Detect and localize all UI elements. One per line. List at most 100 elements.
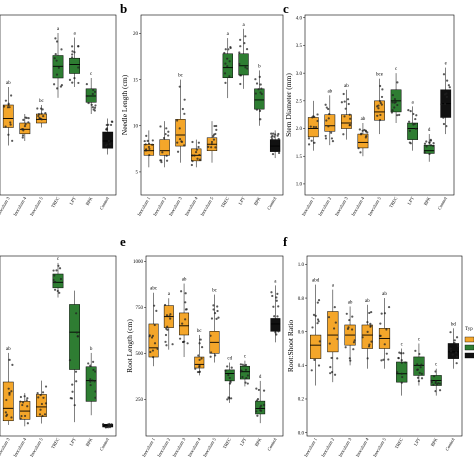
data-point [443, 93, 447, 96]
data-point [456, 345, 460, 348]
data-point [166, 325, 169, 328]
data-point [324, 103, 327, 106]
data-point [378, 99, 382, 103]
data-point [180, 290, 183, 293]
data-point [52, 83, 56, 86]
data-point [246, 382, 249, 385]
x-tick-label: BPK [423, 195, 432, 206]
data-point [107, 123, 110, 126]
data-point [277, 137, 280, 141]
data-point [198, 153, 201, 157]
x-tick-label: Inoculum 1 [303, 436, 318, 457]
data-point [273, 315, 276, 318]
data-point [214, 354, 217, 357]
box-body [310, 334, 322, 359]
data-point [277, 330, 280, 333]
data-point [159, 159, 162, 162]
x-tick-label: Inoculum 1 [136, 195, 151, 216]
data-point [57, 66, 60, 69]
data-point [228, 75, 231, 78]
x-tick-label: TREC [50, 196, 60, 209]
data-point [215, 317, 218, 321]
data-point [193, 154, 196, 157]
data-point [357, 147, 360, 150]
data-point [10, 390, 13, 393]
data-point [369, 322, 372, 325]
data-point [393, 97, 397, 101]
box-bpk: c [85, 72, 97, 114]
data-point [328, 342, 331, 345]
y-tick-label: 0.0 [298, 431, 305, 436]
data-point [92, 368, 95, 372]
data-point [108, 143, 111, 146]
data-point [383, 312, 387, 315]
data-point [275, 299, 278, 302]
data-point [329, 372, 332, 375]
data-point [94, 390, 97, 393]
data-point [198, 158, 202, 161]
data-point [440, 103, 443, 106]
data-point [77, 66, 80, 69]
data-point [380, 359, 383, 362]
data-point [195, 148, 198, 151]
box-inoculum-5 [36, 380, 48, 424]
data-point [148, 147, 151, 151]
significance-label: a [411, 100, 414, 105]
data-point [4, 411, 7, 414]
data-point [382, 358, 385, 361]
data-point [87, 362, 90, 365]
data-point [420, 363, 423, 366]
significance-label: c [435, 363, 438, 368]
data-point [160, 161, 163, 164]
data-point [241, 363, 244, 366]
significance-label: ab [361, 117, 366, 122]
data-point [376, 114, 379, 117]
data-point [238, 62, 241, 66]
box-inoculum-3: ab [2, 347, 14, 425]
data-point [239, 74, 242, 77]
data-point [36, 107, 39, 110]
data-point [317, 320, 320, 323]
data-point [40, 402, 44, 406]
data-point [155, 309, 158, 312]
data-point [89, 380, 92, 383]
data-point [9, 121, 12, 124]
data-point [74, 370, 78, 373]
data-point [89, 378, 92, 381]
data-point [20, 414, 23, 418]
data-point [19, 400, 22, 403]
data-point [183, 144, 186, 147]
x-tick-label: Inoculum 5 [29, 436, 44, 457]
box-body [69, 304, 80, 370]
data-point [41, 391, 45, 394]
data-point [153, 323, 156, 327]
data-point [344, 346, 347, 349]
data-point [428, 152, 431, 156]
data-point [316, 322, 319, 325]
data-point [348, 357, 351, 360]
data-point [183, 112, 186, 115]
data-point [94, 396, 97, 399]
data-point [71, 390, 74, 393]
data-point [162, 136, 166, 140]
data-point [197, 354, 200, 357]
data-point [275, 333, 278, 336]
data-point [414, 127, 418, 130]
x-tick-label: Inoculum 3 [0, 195, 11, 216]
data-point [277, 132, 280, 136]
data-point [26, 422, 29, 425]
data-point [76, 335, 80, 338]
data-point [255, 387, 258, 390]
data-point [316, 301, 319, 304]
data-point [166, 328, 169, 331]
data-point [271, 134, 274, 137]
data-point [68, 359, 72, 362]
data-point [75, 312, 78, 315]
data-point [412, 112, 415, 116]
y-tick-label: 500 [136, 352, 144, 357]
data-point [409, 142, 412, 145]
data-point [196, 157, 199, 160]
data-point [366, 330, 369, 333]
data-point [198, 358, 201, 362]
